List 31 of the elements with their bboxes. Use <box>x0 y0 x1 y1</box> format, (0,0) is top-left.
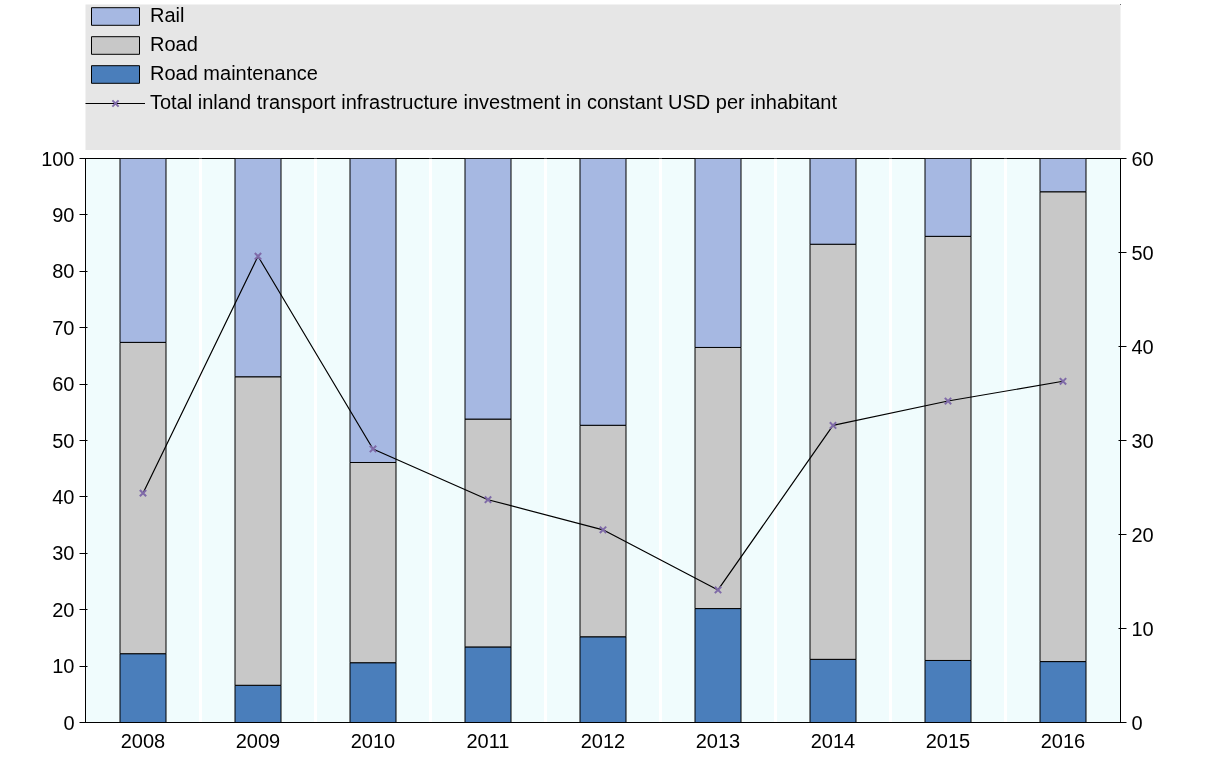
legend-label: Rail <box>150 4 185 27</box>
y-tick-label: 100 <box>41 147 75 170</box>
y-tick-label: 80 <box>52 260 75 283</box>
x-tick-label: 2013 <box>695 729 741 752</box>
y-tick-label: 40 <box>52 485 75 508</box>
legend-label: Road maintenance <box>150 62 318 85</box>
x-tick-label: 2008 <box>120 729 166 752</box>
legend-label: Road <box>150 33 198 56</box>
y-tick-label: 70 <box>52 316 75 339</box>
y-tick-label: 20 <box>52 598 75 621</box>
x-tick-label: 2012 <box>580 729 626 752</box>
y2-tick-label: 0 <box>1131 711 1143 734</box>
x-tick-label: 2010 <box>350 729 396 752</box>
y-tick-label: 30 <box>52 542 75 565</box>
y-tick-label: 60 <box>52 373 75 396</box>
y-tick-label: 90 <box>52 203 75 226</box>
y-tick-label: 50 <box>52 429 75 452</box>
y2-tick-label: 40 <box>1131 335 1154 358</box>
y-tick-label: 0 <box>63 711 75 734</box>
y2-tick-label: 50 <box>1131 241 1154 264</box>
y2-tick-label: 30 <box>1131 429 1154 452</box>
x-tick-label: 2009 <box>235 729 281 752</box>
x-tick-label: 2014 <box>810 729 856 752</box>
y-tick-label: 10 <box>52 655 75 678</box>
y2-tick-label: 60 <box>1131 147 1154 170</box>
x-tick-label: 2011 <box>466 729 510 752</box>
y2-tick-label: 20 <box>1131 523 1154 546</box>
x-tick-label: 2016 <box>1040 729 1086 752</box>
y2-tick-label: 10 <box>1131 617 1154 640</box>
x-tick-label: 2015 <box>925 729 971 752</box>
legend-label: Total inland transport infrastructure investment in constant USD per inhabitant <box>150 91 838 114</box>
